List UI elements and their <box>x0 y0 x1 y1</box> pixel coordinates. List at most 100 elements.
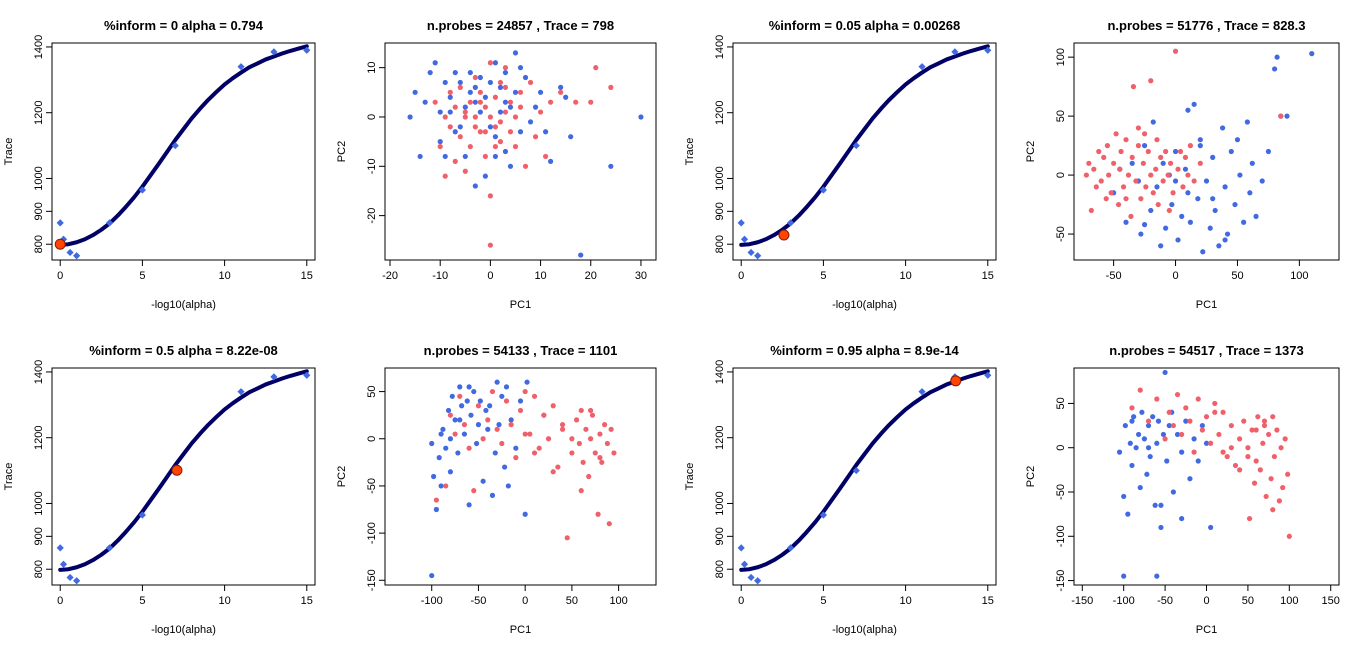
sample-point <box>1163 225 1169 231</box>
sample-point <box>497 119 504 125</box>
chart-title: n.probes = 51776 , Trace = 828.3 <box>1107 18 1305 33</box>
sample-point <box>1162 369 1168 376</box>
selected-point <box>171 464 183 476</box>
sample-point <box>1174 391 1181 398</box>
sample-point <box>592 450 598 456</box>
sample-point <box>517 398 524 404</box>
sample-point <box>1228 422 1234 429</box>
plot-frame <box>1073 367 1340 586</box>
sample-point <box>1138 231 1144 237</box>
sample-point <box>1135 143 1141 149</box>
sample-point <box>512 89 519 95</box>
sample-point <box>513 445 519 451</box>
sample-point <box>517 89 524 95</box>
x-tick-label: 5 <box>820 595 826 607</box>
y-tick-label: 1000 <box>714 166 726 190</box>
sample-point <box>1103 196 1109 202</box>
sample-point <box>492 60 499 66</box>
sample-point <box>578 252 584 258</box>
sample-point <box>473 440 480 447</box>
sample-point <box>455 450 461 456</box>
sample-point <box>512 143 519 150</box>
sample-point <box>477 89 483 95</box>
sample-point <box>527 79 534 86</box>
sample-point <box>1249 427 1255 433</box>
sample-point <box>457 134 463 140</box>
sample-point <box>503 398 510 404</box>
x-tick-label: 15 <box>301 270 313 282</box>
observed-point <box>852 141 860 150</box>
sample-point <box>1207 225 1213 231</box>
chart-title: n.probes = 54517 , Trace = 1373 <box>1109 343 1303 358</box>
sample-point <box>492 143 499 150</box>
chart-panel-4: n.probes = 51776 , Trace = 828.3 -50 0 50 10… <box>1025 18 1340 311</box>
x-tick-label: 30 <box>635 270 647 282</box>
y-tick-label: 50 <box>1055 110 1067 122</box>
sample-point <box>483 407 489 414</box>
sample-point <box>480 478 486 484</box>
sample-point <box>1266 431 1272 438</box>
sample-point <box>1195 458 1201 464</box>
sample-point <box>497 139 504 145</box>
sample-point <box>487 60 493 66</box>
observed-point <box>754 577 762 585</box>
y-tick-label: 1200 <box>33 100 45 124</box>
sample-point <box>499 393 505 399</box>
sample-point <box>407 114 413 120</box>
sample-point <box>542 153 549 160</box>
sample-point <box>445 407 452 414</box>
sample-point <box>1182 166 1189 172</box>
sample-point <box>447 89 453 95</box>
sample-point <box>1191 449 1197 455</box>
sample-point <box>1260 440 1266 446</box>
sample-point <box>1166 207 1172 214</box>
y-tick-label: 1400 <box>33 35 45 59</box>
x-tick-label: -10 <box>432 270 448 282</box>
sample-point <box>461 422 468 428</box>
sample-point <box>1127 440 1133 446</box>
sample-point <box>589 412 596 418</box>
sample-point <box>1210 154 1216 160</box>
sample-point <box>482 94 488 100</box>
plot-frame <box>732 42 997 261</box>
sample-point <box>1197 137 1203 143</box>
sample-point <box>482 173 488 179</box>
sample-point <box>1185 172 1191 178</box>
sample-point <box>433 497 439 503</box>
sample-point <box>1212 400 1218 407</box>
sample-point <box>1154 440 1160 446</box>
observed-point <box>138 186 147 194</box>
x-tick-label: 10 <box>899 595 911 607</box>
sample-point <box>492 124 499 130</box>
observed-point <box>105 544 114 552</box>
sample-point <box>522 74 529 81</box>
sample-point <box>508 422 514 428</box>
x-tick-label: 10 <box>218 270 230 282</box>
sample-point <box>1263 493 1269 500</box>
sample-point <box>464 398 470 404</box>
sample-point <box>487 79 493 86</box>
sample-point <box>494 426 500 432</box>
sample-point <box>531 450 538 456</box>
sample-point <box>466 502 472 508</box>
observed-point <box>819 511 828 519</box>
sample-point <box>1180 184 1186 190</box>
sample-point <box>1160 431 1167 438</box>
sample-point <box>467 89 473 95</box>
y-tick-label: 1200 <box>714 100 726 124</box>
sample-point <box>1212 409 1218 415</box>
sample-point <box>508 417 514 423</box>
x-axis-label: -log10(alpha) <box>832 624 897 636</box>
x-tick-label: 15 <box>982 595 994 607</box>
sample-point <box>487 193 493 199</box>
sample-point <box>417 153 423 160</box>
sample-point <box>1191 101 1197 107</box>
sample-point <box>611 450 617 456</box>
sample-point <box>1245 453 1251 460</box>
x-tick-label: -20 <box>382 270 398 282</box>
sample-point <box>442 114 448 120</box>
sample-point <box>1135 125 1141 131</box>
chart-panel-3: %inform = 0.05 alpha = 0.00268 0 5 10 15 800 9… <box>684 18 997 311</box>
sample-point <box>1158 154 1164 160</box>
sample-point <box>1154 396 1160 402</box>
